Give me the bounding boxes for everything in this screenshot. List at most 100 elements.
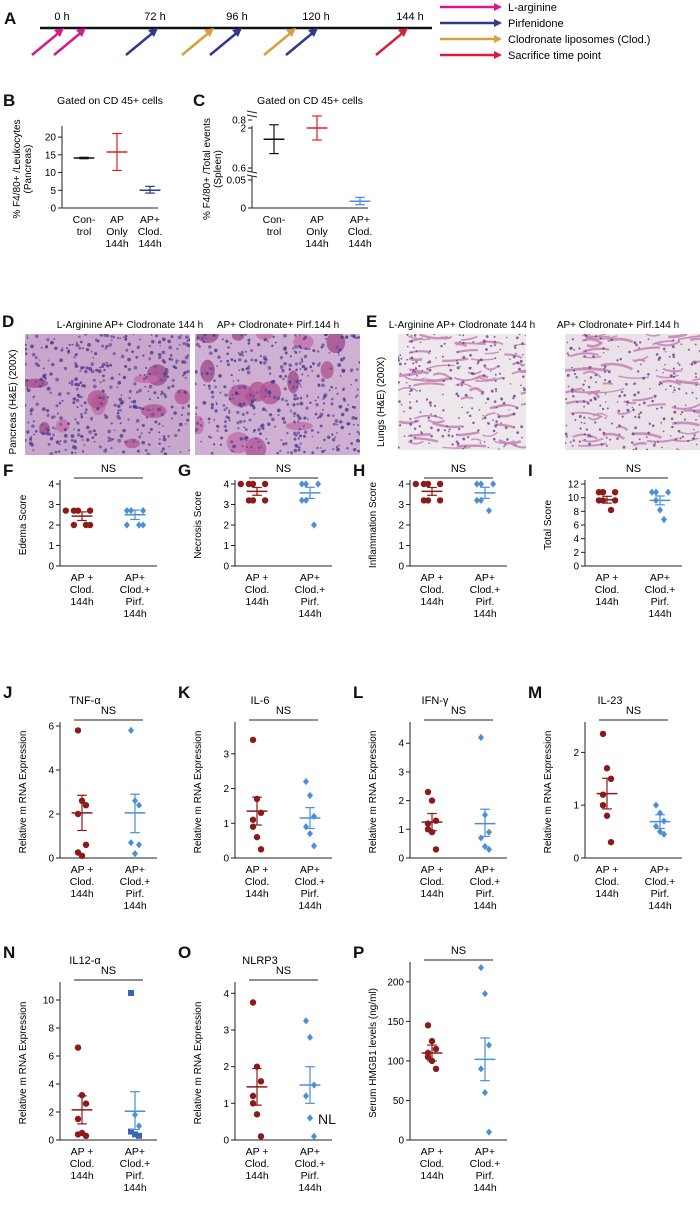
- category-label-ap-clod-144h: Clod.: [70, 584, 95, 596]
- nucleus-dot: [184, 422, 187, 425]
- nucleus-dot: [83, 401, 87, 405]
- nucleus-dot: [592, 355, 595, 358]
- nucleus-dot: [200, 336, 204, 340]
- alveolar-septum: [511, 369, 526, 375]
- category-label-ap-clod-pirf-144h: Pirf.: [301, 888, 320, 900]
- nucleus-dot: [412, 362, 415, 365]
- panel-letter-c: C: [193, 91, 205, 110]
- nucleus-dot: [101, 374, 105, 378]
- nucleus-dot: [288, 363, 293, 368]
- nucleus-dot: [457, 417, 460, 420]
- y-tick-label: 3: [398, 500, 404, 511]
- nucleus-dot: [521, 342, 524, 345]
- data-point: [603, 812, 611, 819]
- nucleus-dot: [268, 395, 271, 398]
- nucleus-dot: [37, 364, 40, 367]
- nucleus-dot: [419, 411, 422, 414]
- ns-label: NS: [276, 463, 291, 475]
- alveolar-septum: [454, 341, 486, 345]
- nucleus-dot: [346, 447, 349, 450]
- alveolar-septum: [494, 440, 515, 445]
- y-tick-label: 0: [48, 562, 54, 573]
- nucleus-dot: [135, 355, 139, 359]
- nucleus-dot: [680, 343, 683, 346]
- nucleus-dot: [578, 414, 582, 418]
- data-point: [249, 1092, 257, 1100]
- data-point: [123, 507, 130, 515]
- nucleus-dot: [90, 416, 94, 420]
- nucleus-dot: [341, 368, 346, 373]
- nucleus-dot: [405, 381, 408, 384]
- nucleus-dot: [496, 413, 499, 416]
- nucleus-dot: [455, 359, 458, 362]
- nucleus-dot: [665, 388, 667, 391]
- nucleus-dot: [678, 363, 681, 366]
- nucleus-dot: [455, 440, 459, 443]
- nucleus-dot: [224, 428, 228, 433]
- axis-break: [247, 112, 257, 116]
- nucleus-dot: [456, 361, 459, 365]
- nucleus-dot: [323, 334, 328, 337]
- nucleus-dot: [157, 407, 162, 412]
- nucleus-dot: [583, 416, 586, 419]
- nucleus-dot: [76, 393, 80, 397]
- nucleus-dot: [116, 386, 119, 388]
- nucleus-dot: [617, 345, 620, 348]
- data-point: [86, 521, 94, 529]
- nucleus-dot: [662, 371, 664, 374]
- nucleus-dot: [303, 367, 308, 371]
- nucleus-dot: [46, 413, 50, 417]
- nucleus-dot: [420, 432, 424, 435]
- nucleus-dot: [237, 352, 240, 354]
- data-point: [486, 507, 492, 515]
- nucleus-dot: [222, 404, 226, 407]
- nucleus-dot: [241, 368, 245, 372]
- nucleus-dot: [119, 401, 124, 405]
- nucleus-dot: [281, 368, 285, 373]
- nucleus-dot: [669, 374, 673, 378]
- nucleus-dot: [284, 374, 288, 378]
- nucleus-dot: [647, 372, 650, 376]
- nucleus-dot: [179, 451, 182, 453]
- nucleus-dot: [442, 409, 445, 412]
- nucleus-dot: [34, 429, 38, 433]
- nucleus-dot: [213, 348, 218, 353]
- alveolar-septum: [413, 378, 443, 382]
- y-tick-label: 2: [398, 521, 404, 532]
- nucleus-dot: [255, 437, 258, 440]
- category-label-ap-only-144h: 144h: [105, 238, 129, 250]
- nucleus-dot: [132, 399, 137, 404]
- nucleus-dot: [98, 396, 101, 400]
- nucleus-dot: [29, 412, 33, 416]
- y-axis-label-line: Relative m RNA Expression: [18, 731, 29, 854]
- nucleus-dot: [472, 340, 475, 343]
- nucleus-dot: [415, 400, 418, 403]
- data-point: [303, 823, 309, 831]
- timeline-diagram: A 0 h 72 h 96 h 120 h 144 h L-arginine P…: [4, 2, 650, 62]
- histology-title-e-1: L-Arginine AP+ Clodronate 144 h: [389, 320, 536, 331]
- nucleus-dot: [406, 334, 409, 336]
- nucleus-dot: [525, 334, 526, 337]
- nucleus-dot: [174, 433, 178, 438]
- nucleus-dot: [59, 358, 63, 363]
- nucleus-dot: [518, 334, 521, 336]
- nucleus-dot: [183, 391, 187, 395]
- panel-letter-e: E: [366, 312, 377, 331]
- alveolar-septum: [569, 352, 599, 358]
- nucleus-dot: [428, 401, 432, 405]
- category-label-ap-only-144h: 144h: [305, 238, 329, 250]
- nucleus-dot: [352, 448, 357, 452]
- nucleus-dot: [125, 348, 129, 352]
- nucleus-dot: [336, 392, 339, 395]
- alveolar-septum: [482, 431, 499, 438]
- data-point: [249, 816, 257, 823]
- y-tick-label: 2: [223, 1062, 229, 1073]
- alveolar-septum: [675, 447, 687, 450]
- nucleus-dot: [164, 367, 169, 372]
- nucleus-dot: [647, 338, 650, 341]
- nucleus-dot: [340, 412, 345, 417]
- nucleus-dot: [506, 336, 508, 339]
